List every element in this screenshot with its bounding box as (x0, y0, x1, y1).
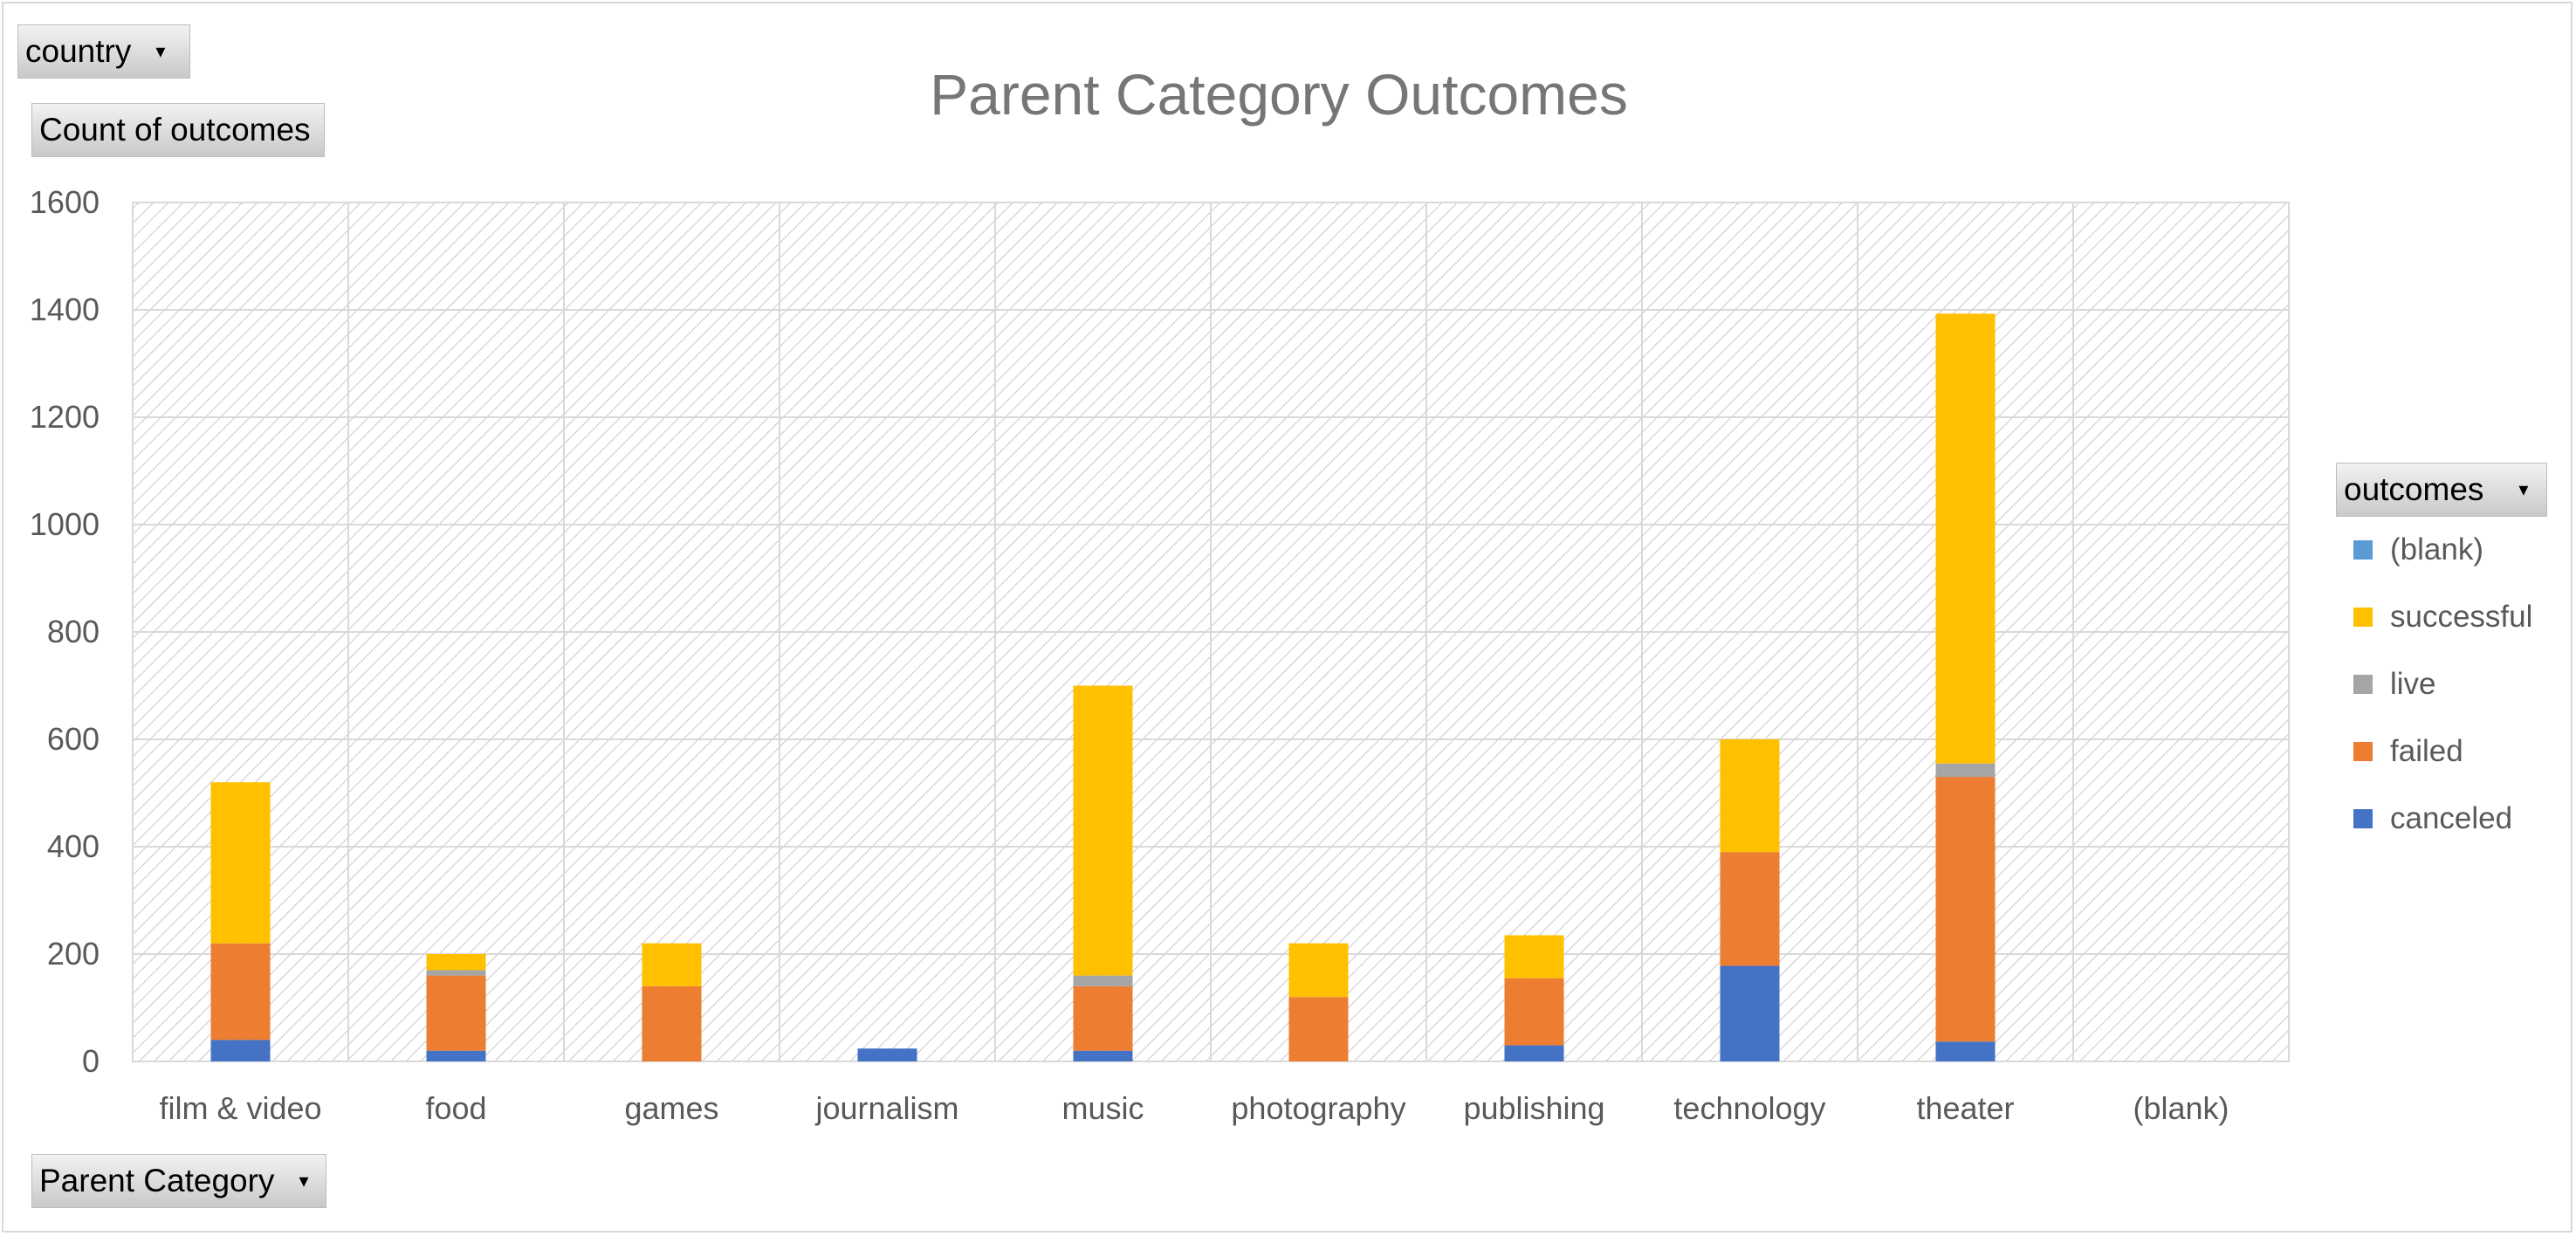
legend-label: successful (2390, 600, 2533, 634)
legend-field-label: outcomes (2344, 471, 2484, 507)
bar-segment-canceled[interactable] (1073, 1050, 1133, 1061)
x-tick-label: theater (1916, 1090, 2014, 1126)
bar-segment-live[interactable] (426, 970, 486, 976)
x-tick-label: (blank) (2133, 1090, 2229, 1126)
bar-segment-successful[interactable] (1504, 935, 1564, 978)
x-tick-label: journalism (814, 1090, 958, 1126)
y-tick-label: 400 (47, 828, 100, 864)
bar-segment-failed[interactable] (426, 975, 486, 1051)
x-tick-label: games (624, 1090, 718, 1126)
bar-segment-canceled[interactable] (210, 1040, 271, 1061)
bar-segment-failed[interactable] (642, 985, 702, 1061)
bar-segment-failed[interactable] (1720, 852, 1780, 966)
bar-segment-successful[interactable] (1288, 943, 1349, 998)
x-tick-label: technology (1673, 1090, 1825, 1126)
country-filter-label: country (25, 33, 132, 69)
bar-segment-successful[interactable] (1073, 685, 1133, 976)
legend-label: live (2390, 667, 2436, 701)
chevron-down-icon: ▾ (299, 1170, 309, 1191)
y-tick-label: 1200 (30, 399, 100, 435)
y-tick-label: 0 (82, 1043, 100, 1079)
x-tick-label: photography (1231, 1090, 1405, 1126)
bar-segment-live[interactable] (1935, 763, 1996, 778)
y-tick-label: 200 (47, 936, 100, 972)
legend-field-button[interactable]: outcomes ▾ (2336, 463, 2547, 517)
country-filter-button[interactable]: country ▾ (17, 24, 190, 79)
bar-segment-canceled[interactable] (1935, 1041, 1996, 1061)
bar-segment-failed[interactable] (1288, 997, 1349, 1061)
bar-segment-successful[interactable] (426, 954, 486, 971)
legend-swatch (2353, 608, 2373, 627)
bar-segment-canceled[interactable] (1504, 1045, 1564, 1061)
legend-item[interactable]: failed (2353, 734, 2463, 769)
legend-swatch (2353, 675, 2373, 694)
bars (210, 313, 1996, 1061)
x-axis-tick-labels: film & video food games journalism music phot… (159, 1090, 2229, 1126)
legend-label: failed (2390, 734, 2463, 768)
y-tick-label: 1000 (30, 506, 100, 542)
bar-segment-successful[interactable] (1935, 313, 1996, 764)
y-tick-label: 1600 (30, 184, 100, 220)
bar-segment-successful[interactable] (642, 943, 702, 986)
y-tick-label: 800 (47, 614, 100, 649)
bar-segment-successful[interactable] (1720, 739, 1780, 853)
x-tick-label: publishing (1463, 1090, 1604, 1126)
parent-category-filter-label: Parent Category (39, 1163, 275, 1198)
y-axis-tick-labels: 0 200 400 600 800 1000 1200 1400 1600 (30, 184, 100, 1079)
chevron-down-icon: ▾ (155, 40, 166, 62)
legend-item[interactable]: successful (2353, 600, 2532, 635)
x-tick-label: food (425, 1090, 486, 1126)
chevron-down-icon: ▾ (2518, 478, 2529, 500)
x-tick-label: music (1061, 1090, 1144, 1126)
x-tick-label: film & video (159, 1090, 321, 1126)
bar-segment-failed[interactable] (1935, 777, 1996, 1042)
bar-segment-canceled[interactable] (1720, 965, 1780, 1061)
parent-category-filter-button[interactable]: Parent Category ▾ (31, 1154, 326, 1208)
legend-label: (blank) (2390, 532, 2483, 566)
legend-item[interactable]: live (2353, 667, 2436, 702)
category-separators (347, 203, 2074, 1061)
bar-segment-failed[interactable] (1504, 978, 1564, 1046)
legend-swatch (2353, 540, 2373, 560)
bar-segment-failed[interactable] (1073, 985, 1133, 1051)
legend-swatch (2353, 742, 2373, 761)
bar-segment-canceled[interactable] (857, 1048, 917, 1061)
bar-segment-canceled[interactable] (426, 1050, 486, 1061)
values-field-label: Count of outcomes (39, 112, 311, 148)
values-field-button[interactable]: Count of outcomes (31, 103, 325, 157)
y-tick-label: 1400 (30, 292, 100, 327)
legend-label: canceled (2390, 801, 2513, 835)
legend-swatch (2353, 809, 2373, 828)
legend-item[interactable]: canceled (2353, 801, 2512, 836)
bar-segment-successful[interactable] (210, 782, 271, 944)
legend-item[interactable]: (blank) (2353, 532, 2483, 567)
bar-segment-failed[interactable] (210, 943, 271, 1040)
bar-segment-live[interactable] (1073, 975, 1133, 986)
chart-title: Parent Category Outcomes (930, 62, 1628, 127)
y-tick-label: 600 (47, 721, 100, 757)
